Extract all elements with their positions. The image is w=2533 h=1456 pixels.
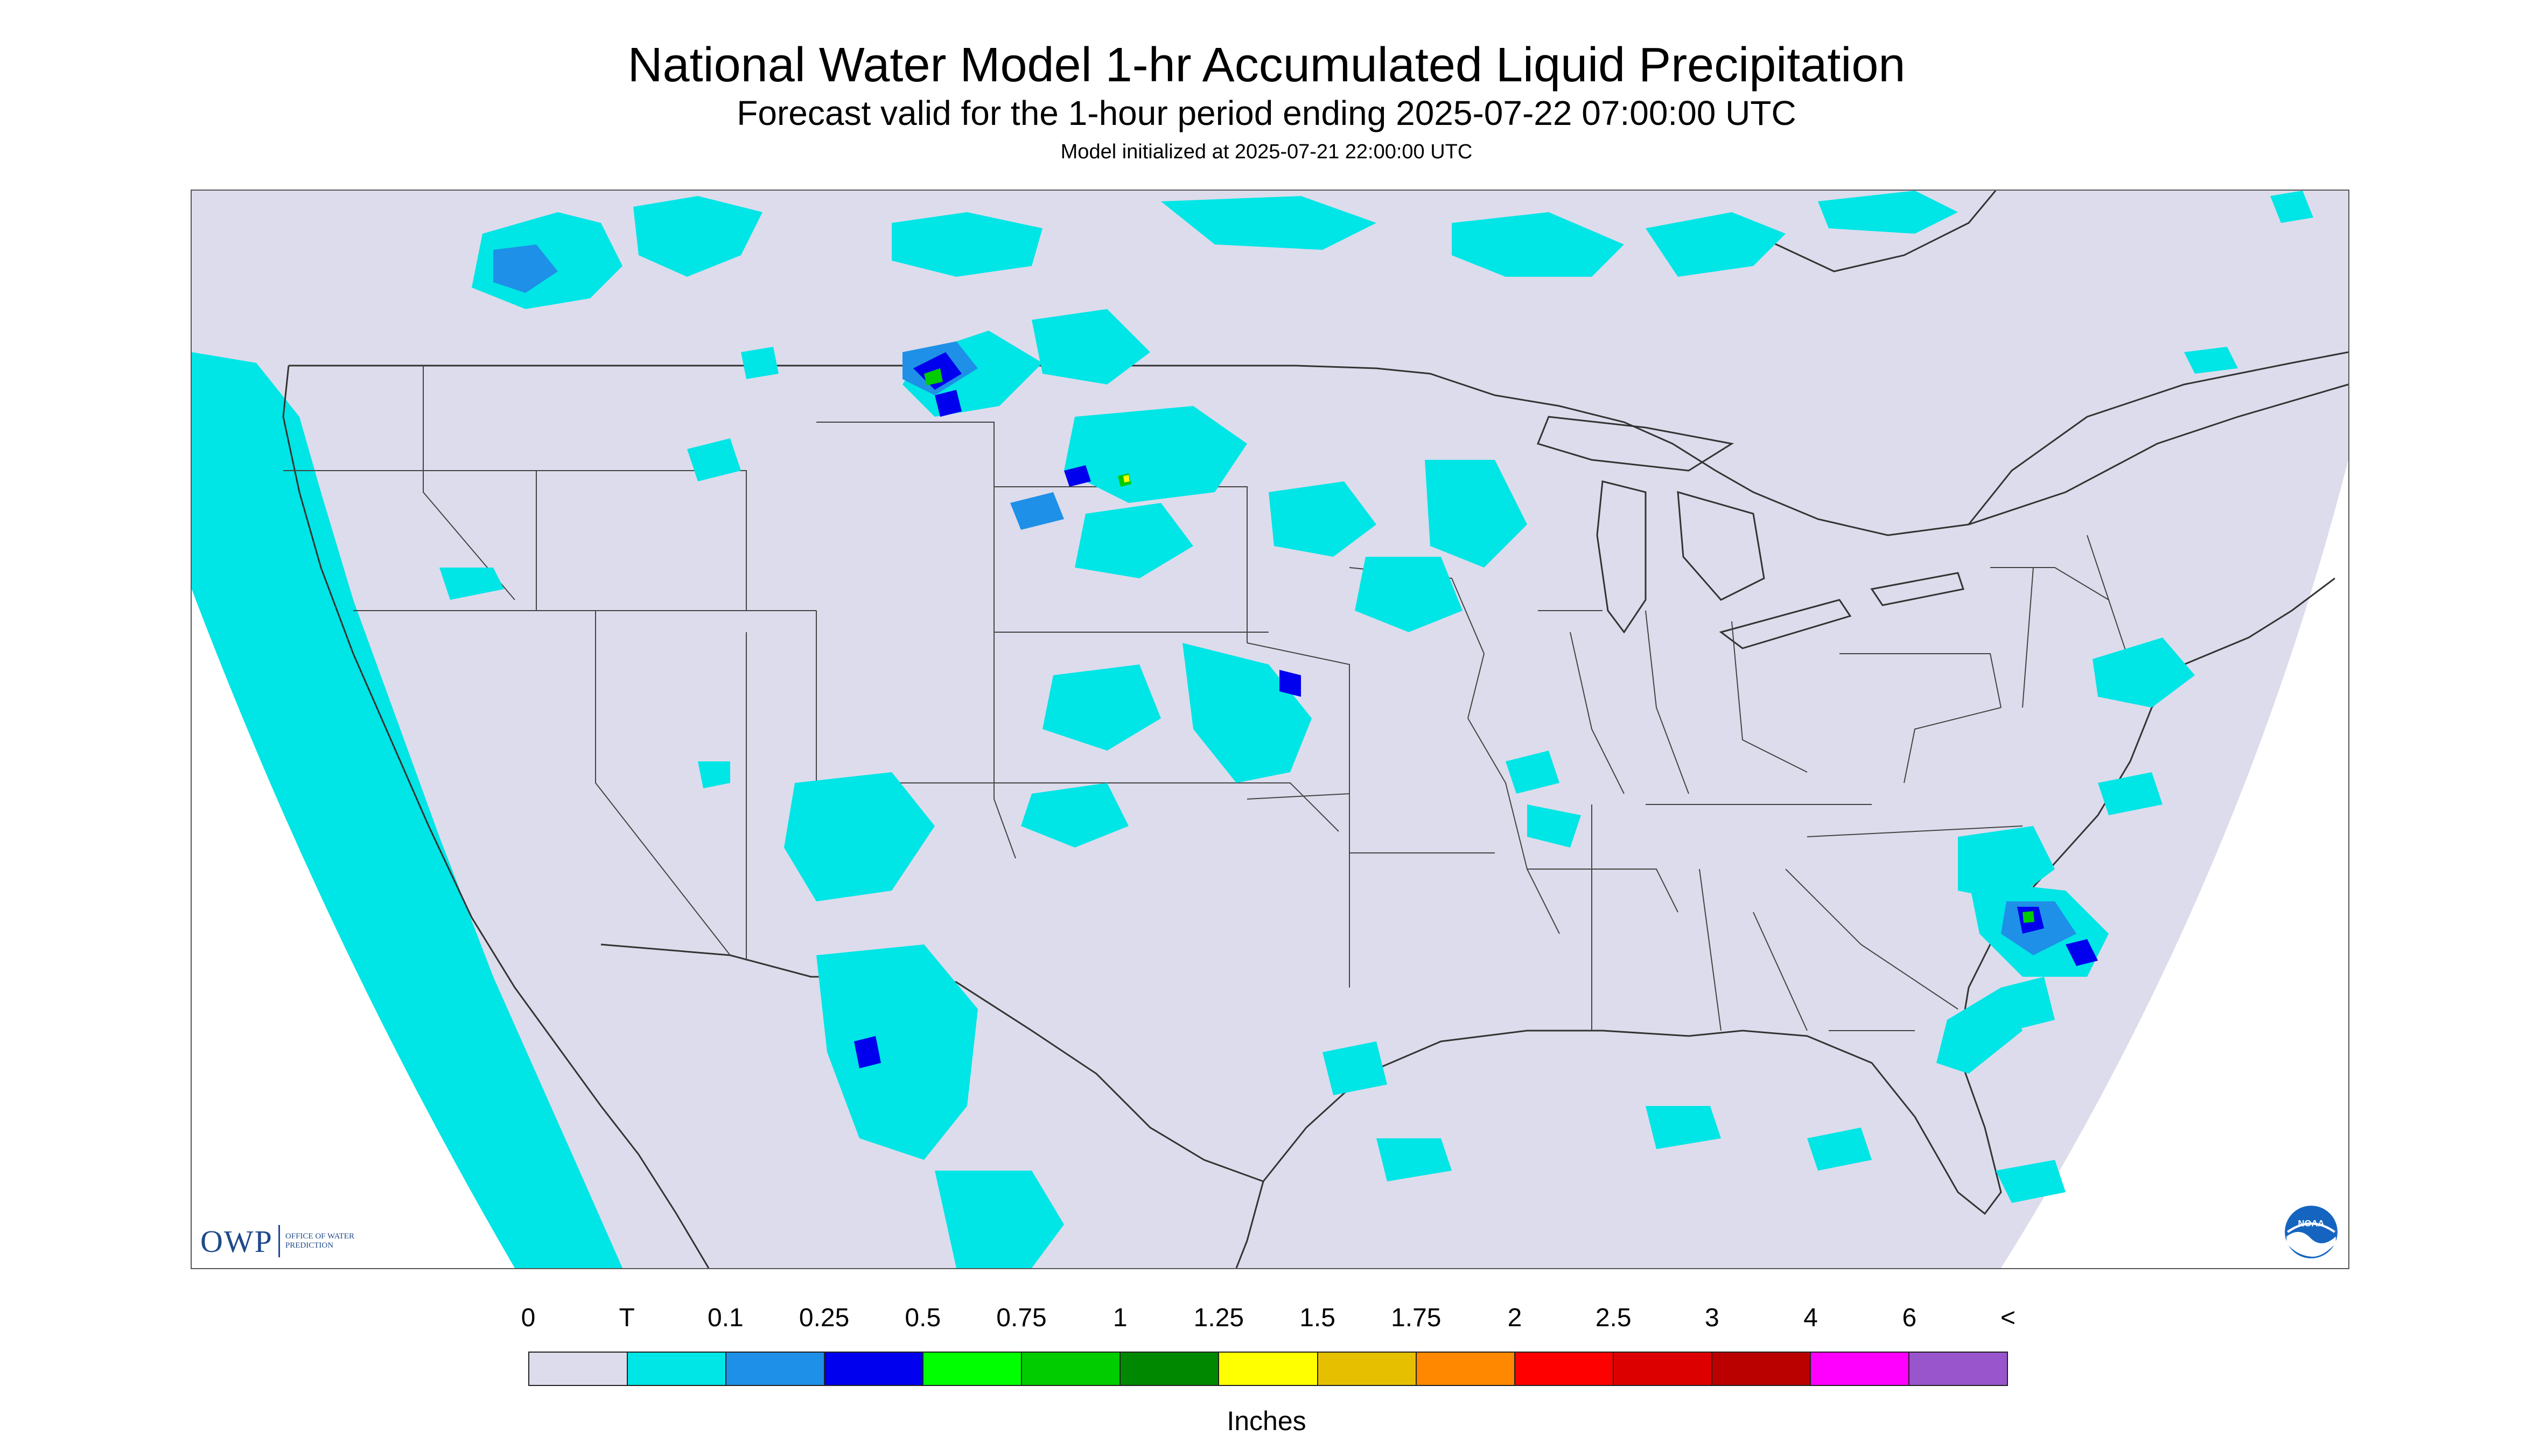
legend-swatch [1515,1353,1614,1385]
owp-logo: OWP OFFICE OF WATER PREDICTION [200,1222,355,1260]
legend-swatch [1416,1353,1515,1385]
legend-label: 1.75 [1391,1304,1442,1332]
legend-label: T [619,1304,635,1332]
legend-swatch [1219,1353,1318,1385]
legend-label: 0.25 [799,1304,850,1332]
legend-label: 1.25 [1193,1304,1244,1332]
us-canada-border [289,365,2348,536]
legend-label: 3 [1705,1304,1719,1332]
legend-swatch [923,1353,1023,1385]
legend-swatch [825,1353,924,1385]
noaa-logo-text: NOAA [2298,1219,2325,1229]
lake-ontario [1870,572,1964,606]
boundaries [282,191,2348,1268]
pacific-precip-strip [224,471,310,675]
us-mexico-border [600,943,1264,1182]
legend-swatch [628,1353,727,1385]
lake-michigan [1596,480,1647,634]
map-canvas [192,191,2348,1268]
mexico-coast [638,1154,710,1268]
legend-label: 0.75 [996,1304,1047,1332]
precip-blue [854,352,2098,1068]
legend-label: 1.5 [1299,1304,1335,1332]
precip-trace [353,191,2313,1268]
init-time-label: Model initialized at 2025-07-21 22:00:00… [1060,141,1473,163]
legend-swatch [1909,1353,2007,1385]
legend-swatch [1318,1353,1417,1385]
legend-label: 0.5 [905,1304,941,1332]
legend-swatch [1613,1353,1712,1385]
lake-erie [1719,599,1852,649]
legend-swatch [1712,1353,1811,1385]
owp-logo-divider [278,1225,280,1257]
legend-colorbar [528,1352,2008,1386]
owp-logo-mark: OWP [200,1223,273,1259]
legend-swatch [1121,1353,1220,1385]
legend-swatch [726,1353,825,1385]
legend-label: 0 [521,1304,536,1332]
mexico-east-coast [1235,1181,1264,1268]
map-title: National Water Model 1-hr Accumulated Li… [627,38,1906,92]
legend-label: 0.1 [708,1304,744,1332]
legend-label: < [2000,1304,2016,1332]
precip-green [924,368,2034,923]
hudson-region [1753,191,1997,272]
owp-logo-text: OFFICE OF WATER PREDICTION [285,1232,354,1250]
precip-yellow [1123,475,1130,482]
valid-time-subtitle: Forecast valid for the 1-hour period end… [737,94,1796,132]
legend-labels: 0 T 0.1 0.25 0.5 0.75 1 1.25 1.5 1.75 2 2.5 3 4 6 < [0,1302,2533,1340]
legend-swatch [1810,1353,1909,1385]
legend-swatch [529,1353,628,1385]
lake-huron [1677,491,1765,601]
legend-label: 6 [1902,1304,1917,1332]
noaa-logo: NOAA [2284,1205,2339,1259]
canada-east [1968,351,2348,525]
lake-superior [1536,416,1734,472]
outside-domain-left [192,589,515,1268]
outside-domain-right [2001,460,2348,1268]
legend-label: 2.5 [1595,1304,1632,1332]
legend-unit-label: Inches [1227,1406,1306,1436]
legend-label: 4 [1803,1304,1818,1332]
legend-swatch [1022,1353,1121,1385]
precipitation-map [191,190,2349,1269]
gulf-coast [1262,1030,2002,1215]
us-west-coast [282,365,640,1155]
legend-label: 2 [1507,1304,1522,1332]
legend-label: 1 [1112,1304,1128,1332]
